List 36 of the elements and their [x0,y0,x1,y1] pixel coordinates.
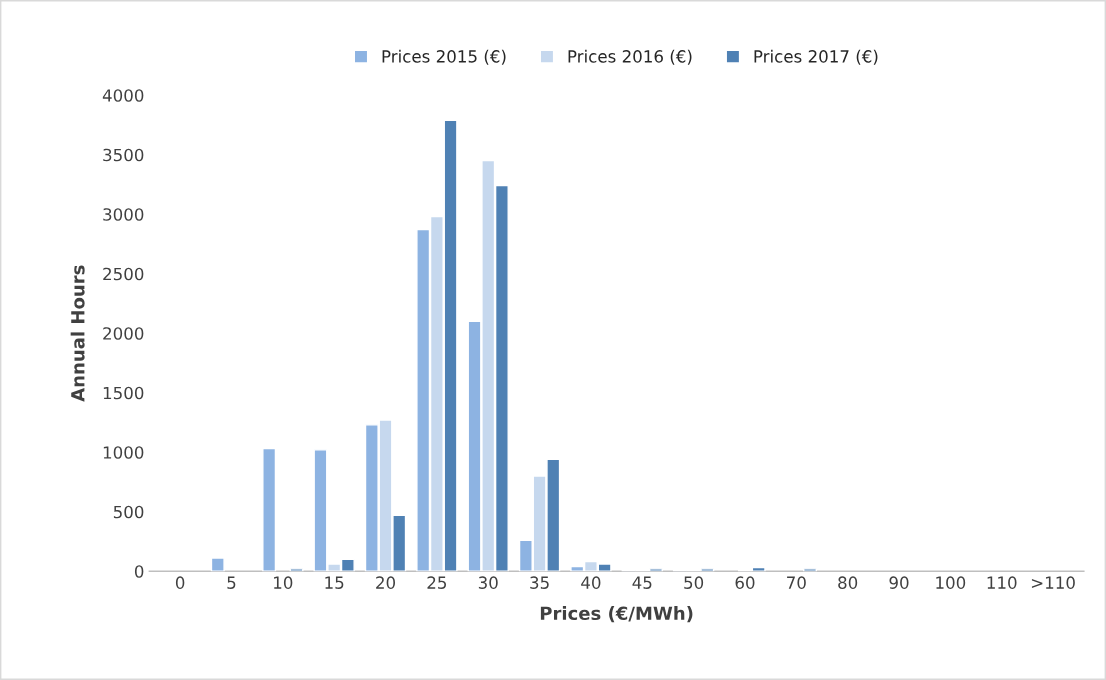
x-tick-label: 80 [838,576,858,589]
y-tick-label: 3500 [103,148,144,162]
y-tick-label: 2000 [103,327,144,340]
x-axis-title: Prices (€/MWh) [540,606,693,623]
x-tick-label: 15 [325,576,344,589]
y-tick-label: 3000 [103,208,144,221]
bar [803,568,818,572]
y-tick-label: 500 [113,505,144,519]
y-tick-label: 0 [134,565,144,578]
x-tick-label: 30 [478,576,498,589]
bar [210,557,225,572]
y-axis-title: Annual Hours [70,265,85,402]
x-tick-label: 5 [227,576,236,589]
y-tick-label: 2500 [103,267,144,281]
x-tick-label: 90 [889,576,909,589]
legend-label: Prices 2017 (€) [754,49,878,65]
x-tick-label: >110 [1031,576,1075,589]
legend-label: Prices 2016 (€) [568,49,692,65]
bar [262,447,277,572]
x-tick-label: 45 [632,576,652,589]
legend-label: Prices 2015 (€) [382,49,506,65]
x-tick-label: 10 [274,576,293,589]
x-tick-label: 50 [684,576,704,589]
y-tick-label: 1500 [103,386,144,400]
y-tick-label: 4000 [102,89,144,102]
x-tick-label: 100 [936,576,966,589]
x-tick-label: 20 [376,576,396,589]
x-tick-label: 35 [530,576,549,589]
bar [289,568,304,572]
x-tick-label: 40 [581,576,601,589]
x-tick-label: 110 [987,576,1017,589]
y-tick-label: 1000 [103,446,144,459]
x-tick-label: 70 [787,576,806,589]
x-tick-label: 60 [735,576,755,589]
x-tick-label: 25 [427,576,447,589]
x-tick-label: 0 [175,576,185,589]
